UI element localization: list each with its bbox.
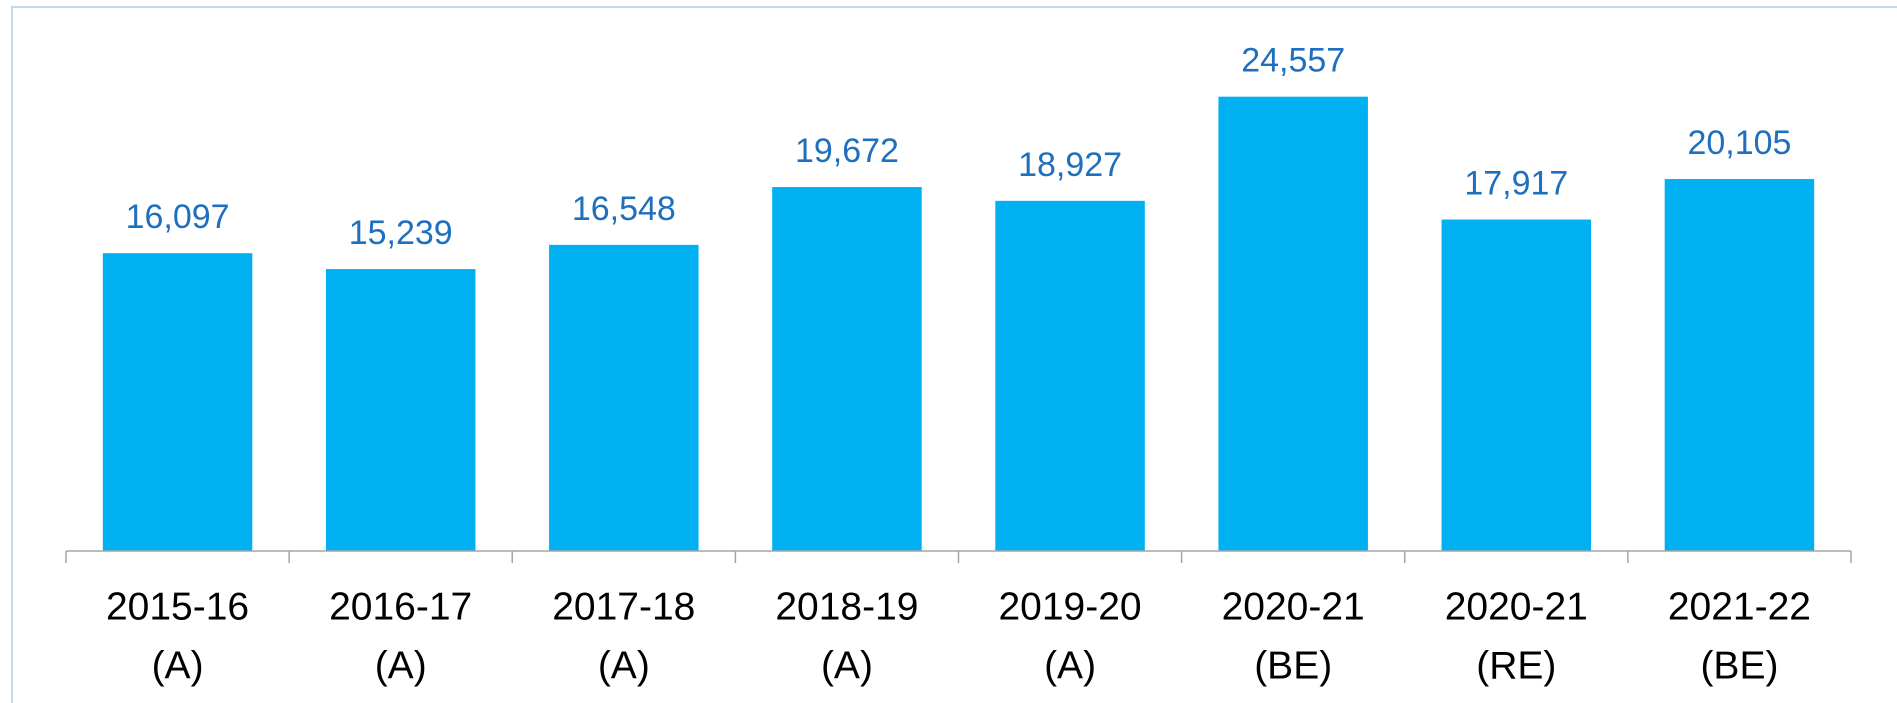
bar [1441,219,1592,551]
x-tick-label: (A) [598,644,650,687]
data-label: 15,239 [349,214,453,252]
x-tick-label: 2021-22 [1668,585,1811,628]
x-tick-label: (A) [1044,644,1096,687]
chart-frame [11,6,1897,703]
x-tick-label: 2018-19 [775,585,918,628]
bar [1218,96,1368,552]
data-label: 19,672 [795,132,899,170]
x-tick-label: (A) [152,644,204,687]
data-label: 20,105 [1687,124,1791,162]
data-label: 18,927 [1018,146,1122,184]
bar [325,269,476,551]
x-tick-label: 2019-20 [998,585,1141,628]
x-tick-label: 2015-16 [106,585,249,628]
x-tick-label: 2020-21 [1445,585,1588,628]
x-tick-label: (BE) [1700,644,1778,687]
x-tick-label: (RE) [1476,644,1556,687]
x-tick-label: (A) [821,644,873,687]
data-label: 16,548 [572,190,676,228]
x-tick-label: 2016-17 [329,585,472,628]
bar [772,187,922,551]
bar [1664,179,1815,551]
x-tick-label: (BE) [1254,644,1332,687]
data-label: 16,097 [126,198,230,236]
bar [549,244,699,551]
x-tick-label: 2017-18 [552,585,695,628]
bar [995,200,1145,551]
x-tick-label: 2020-21 [1222,585,1365,628]
data-label: 24,557 [1241,42,1345,80]
bar [102,253,253,551]
data-label: 17,917 [1464,165,1568,203]
x-tick-label: (A) [375,644,427,687]
